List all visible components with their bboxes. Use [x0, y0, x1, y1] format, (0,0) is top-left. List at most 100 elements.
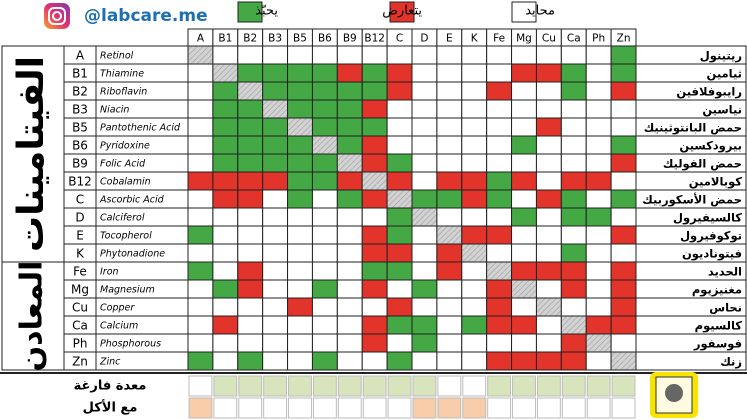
cell [610, 117, 637, 137]
cell [361, 297, 388, 317]
cell [262, 315, 289, 335]
cell [461, 315, 488, 335]
row-name: Copper [100, 303, 135, 314]
cell [311, 297, 338, 317]
cell [585, 171, 612, 191]
cell [436, 279, 463, 299]
cell [287, 297, 313, 317]
row-name: Ascorbic Acid [99, 195, 165, 206]
cell [535, 225, 562, 245]
meal-cell [586, 375, 611, 397]
cell [511, 117, 537, 137]
row-name: Folic Acid [100, 159, 146, 170]
legend-swatch [389, 1, 415, 23]
cell [610, 333, 637, 353]
cell [411, 117, 438, 137]
row-code: B9 [72, 157, 88, 171]
cell [461, 279, 488, 299]
cell [585, 117, 612, 137]
cell [486, 45, 513, 65]
row-name: Tocopherol [100, 231, 152, 242]
cell [560, 45, 587, 65]
cell [212, 315, 239, 335]
cell [585, 135, 612, 155]
cell [187, 243, 214, 263]
arabic-name: فوسفور [693, 337, 742, 352]
cell [361, 153, 388, 173]
cell [361, 81, 388, 101]
cell [287, 207, 313, 227]
row-code: B6 [72, 139, 88, 153]
cell [436, 153, 463, 173]
cell [262, 135, 289, 155]
meal-cell [188, 397, 213, 419]
cell [187, 279, 214, 299]
arabic-name: كالسيوم [695, 319, 743, 334]
cell [237, 171, 264, 191]
cell [311, 315, 338, 335]
cell [436, 135, 463, 155]
cell [461, 261, 488, 281]
arabic-name: نحاس [709, 301, 742, 315]
cell [287, 45, 313, 65]
cell [336, 333, 363, 353]
diagonal-tint [337, 154, 362, 172]
arabic-name: نياسين [702, 103, 742, 117]
cell [361, 315, 388, 335]
cell [486, 315, 513, 335]
cell [461, 153, 488, 173]
meal-cell [487, 397, 512, 419]
cell [262, 45, 289, 65]
arabic-name: كالسيفيرول [673, 211, 742, 226]
cell [287, 315, 313, 335]
row-code: Zn [72, 355, 88, 369]
meal-cell [238, 375, 263, 397]
cell [411, 243, 438, 263]
cell [212, 117, 239, 137]
cell [535, 81, 562, 101]
cell [585, 261, 612, 281]
cell [610, 99, 637, 119]
cell [187, 189, 214, 209]
cell [585, 351, 612, 371]
arabic-name: حمض البانتوثينيك [644, 121, 742, 136]
cell [461, 81, 488, 101]
cell [336, 45, 363, 65]
cell [486, 81, 513, 101]
column-header: C [396, 33, 403, 45]
row-name: Pantothenic Acid [100, 123, 181, 134]
cell [287, 153, 313, 173]
cell [386, 135, 413, 155]
diagonal-tint [561, 316, 586, 334]
cell [361, 261, 388, 281]
cell [336, 225, 363, 245]
cell [187, 81, 214, 101]
cell [511, 297, 537, 317]
cell [386, 207, 413, 227]
cell [411, 315, 438, 335]
meal-cell [512, 397, 536, 419]
cell [486, 351, 513, 371]
cell [311, 189, 338, 209]
cell [187, 153, 214, 173]
meal-cell [437, 397, 462, 419]
cell [237, 135, 264, 155]
cell [511, 45, 537, 65]
handle: @labcare.me [84, 6, 208, 26]
cell [287, 135, 313, 155]
cell [585, 81, 612, 101]
cell [436, 297, 463, 317]
cell [486, 333, 513, 353]
cell [535, 279, 562, 299]
cell [585, 207, 612, 227]
cell [187, 261, 214, 281]
cell [237, 63, 264, 83]
cell [560, 63, 587, 83]
cell [361, 207, 388, 227]
column-header: D [420, 33, 428, 45]
cell [287, 351, 313, 371]
cell [511, 63, 537, 83]
cell [535, 117, 562, 137]
row-name: Iron [100, 267, 119, 278]
cell [560, 279, 587, 299]
